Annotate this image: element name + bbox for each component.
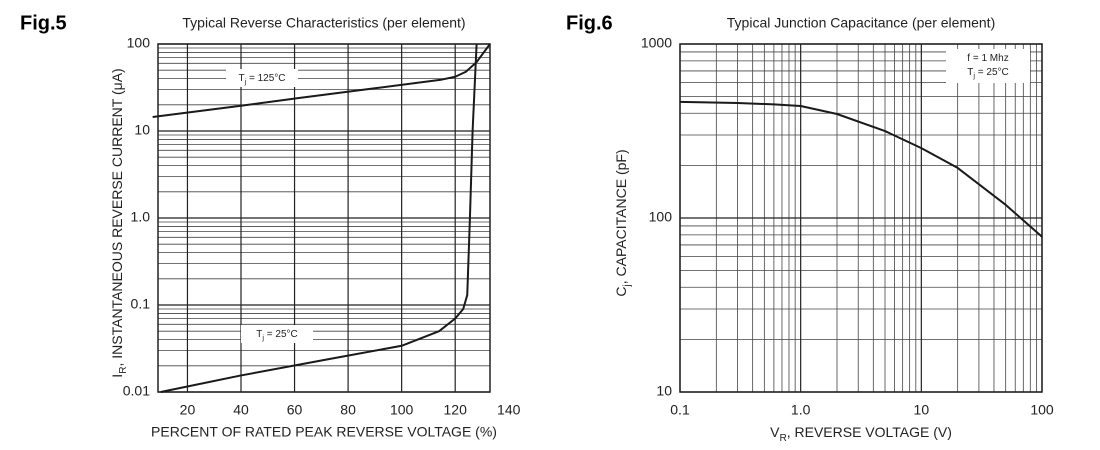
annotation-main: T: [238, 73, 244, 84]
y-axis-label: IR, INSTANTANEOUS REVERSE CURRENT (μA): [109, 68, 129, 377]
y-axis-label-sub: j: [622, 284, 633, 287]
y-axis-label-main: C: [613, 286, 629, 296]
y-axis-label-rest: , CAPACITANCE (pF): [613, 149, 629, 284]
x-tick-label: 10: [914, 402, 930, 418]
y-tick-label: 100: [649, 209, 673, 225]
chart-title: Typical Junction Capacitance (per elemen…: [727, 15, 995, 31]
annotation-box: [241, 325, 313, 343]
y-axis-label-rest: , INSTANTANEOUS REVERSE CURRENT (μA): [109, 68, 125, 366]
plot-frame: [679, 43, 1043, 393]
legend-text: f = 1 Mhz: [967, 53, 1008, 64]
legend-box: [946, 49, 1030, 83]
x-tick-label: 40: [233, 402, 249, 418]
figure-label: Fig.6: [566, 12, 613, 34]
y-tick-label: 1.0: [131, 209, 151, 225]
annotation-rest: = 25°C: [264, 329, 298, 340]
plot-frame: [157, 43, 491, 393]
annotation-sub: j: [244, 77, 247, 86]
annotation-box: [226, 69, 298, 87]
x-tick-label: 80: [340, 402, 356, 418]
y-axis-label-sub: R: [118, 367, 129, 374]
x-tick-label: 100: [390, 402, 414, 418]
x-tick-label: 120: [444, 402, 468, 418]
chart-title: Typical Reverse Characteristics (per ele…: [182, 15, 465, 31]
y-axis-label-main: I: [109, 374, 125, 378]
curve: [679, 100, 1043, 238]
x-tick-label: 0.1: [670, 402, 690, 418]
legend-text-main: f = 1 Mhz: [967, 53, 1008, 64]
annotation-rest: = 125°C: [246, 73, 285, 84]
x-axis-label: PERCENT OF RATED PEAK REVERSE VOLTAGE (%…: [151, 424, 497, 440]
legend-text-sub: j: [972, 71, 975, 80]
annotation-main: T: [256, 329, 262, 340]
annotation-sub: j: [261, 333, 264, 342]
x-tick-label: 60: [287, 402, 303, 418]
x-axis-label-sub: R: [779, 433, 786, 444]
legend-text: Tj = 25°C: [967, 67, 1008, 81]
x-tick-label: 1.0: [791, 402, 811, 418]
legend-text-main: T: [967, 67, 973, 78]
y-axis-label: Cj, CAPACITANCE (pF): [613, 149, 633, 296]
legend-text-rest: = 25°C: [975, 67, 1009, 78]
annotation: Tj = 25°C: [256, 329, 297, 343]
curve: [152, 43, 491, 118]
y-tick-label: 0.1: [131, 296, 151, 312]
annotation: Tj = 125°C: [238, 73, 285, 87]
curve: [160, 43, 478, 393]
x-axis-label-main: V: [770, 424, 780, 440]
x-tick-label: 20: [180, 402, 196, 418]
y-tick-label: 10: [656, 383, 672, 399]
y-tick-label: 10: [134, 122, 150, 138]
x-axis-label: VR, REVERSE VOLTAGE (V): [770, 424, 952, 444]
x-tick-label: 100: [1030, 402, 1054, 418]
figure-label: Fig.5: [20, 12, 67, 34]
x-tick-label: 140: [497, 402, 521, 418]
x-axis-label-rest: , REVERSE VOLTAGE (V): [787, 424, 952, 440]
y-tick-label: 0.01: [123, 383, 150, 399]
y-tick-label: 100: [127, 35, 151, 51]
y-tick-label: 1000: [641, 35, 672, 51]
